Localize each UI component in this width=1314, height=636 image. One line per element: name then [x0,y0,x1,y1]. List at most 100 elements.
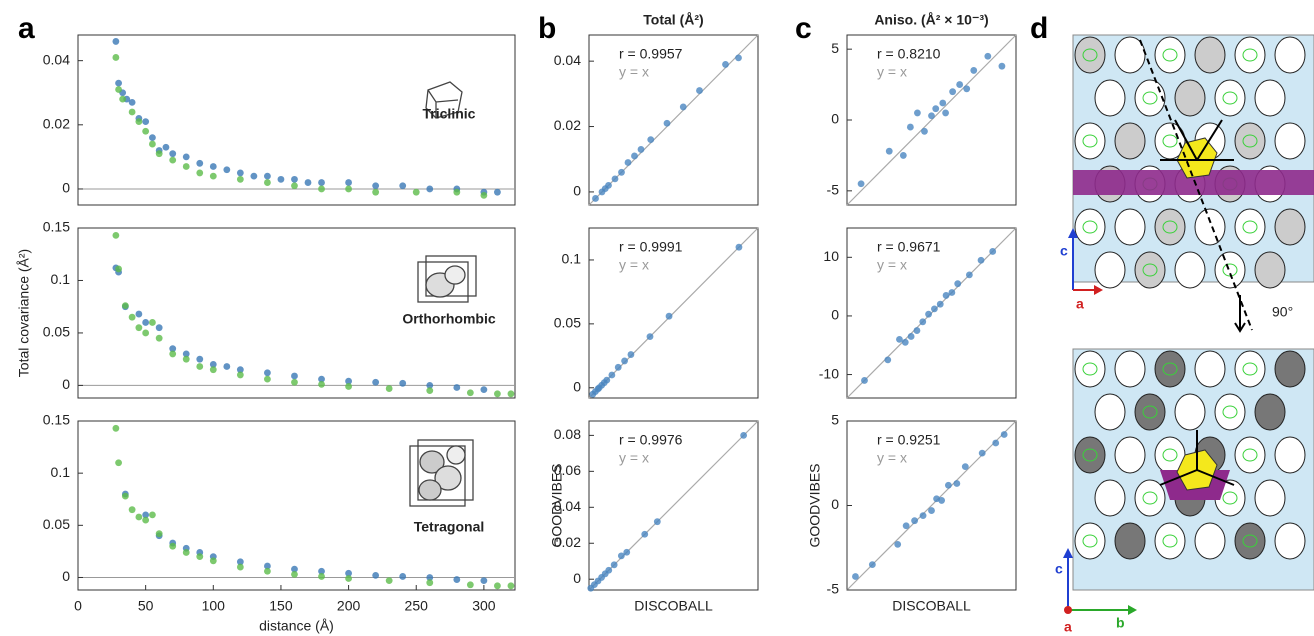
panel-letter: b [538,12,556,45]
point [637,146,645,153]
point [169,542,177,550]
y-tick-label: 0 [831,111,839,127]
axis-label: c [1055,561,1063,577]
point [954,280,962,288]
molecule [1274,436,1306,474]
point [494,390,501,398]
annotation: y = x [877,64,907,80]
point [614,363,622,371]
point [961,463,969,471]
point [264,369,271,377]
point [399,182,407,190]
y-tick-label: -10 [819,365,839,381]
point [209,163,217,170]
point [735,243,743,251]
chart-title: Total (Å²) [643,12,703,28]
x-tick-label: 150 [269,598,293,614]
point [372,378,380,386]
point [149,140,156,148]
molecule [1254,479,1286,517]
point [722,61,729,68]
point [115,459,122,467]
lattice-diagram [1063,34,1314,615]
molecule [1214,393,1246,431]
molecule [1074,350,1106,388]
molecule [1274,122,1306,160]
point [603,376,611,384]
annotation: y = x [877,450,907,466]
ellipsoid [1082,362,1098,376]
point [112,38,120,45]
point [948,289,956,296]
molecule [1134,479,1166,517]
point [372,188,380,196]
point [647,136,655,144]
point [663,119,671,127]
point [735,54,742,62]
point [196,363,204,370]
ellipsoid [1222,91,1238,105]
point [608,371,616,379]
molecule [1114,122,1146,160]
molecule [1134,79,1166,117]
point [142,319,150,326]
molecule [1234,436,1266,474]
point [115,265,122,273]
point [135,310,143,318]
point [852,573,859,580]
point [182,350,190,358]
ellipsoid [1222,491,1238,505]
point [264,567,271,575]
ellipsoid [1142,405,1158,419]
molecule [1274,36,1306,74]
point [135,324,143,332]
ellipsoid [1162,534,1178,548]
ellipsoid [1222,263,1238,277]
point [466,581,474,589]
point [142,511,150,519]
y-tick-label: 0 [62,376,70,392]
point [169,150,177,158]
point [318,567,325,575]
point [453,188,461,196]
y-tick-label: 0.1 [51,271,71,287]
plot-frame [77,227,516,399]
point [209,172,217,180]
point [1000,431,1008,438]
molecule [1074,36,1106,74]
crystal-label: Tetragonal [414,519,485,535]
point [236,175,244,183]
point [624,159,632,166]
y-tick-label: 0.05 [554,315,581,331]
point [121,302,129,310]
point [426,574,434,581]
point [236,558,244,566]
point [149,319,156,326]
point [507,582,515,590]
annotation: r = 0.9671 [877,239,941,255]
point [291,175,298,183]
point [128,313,136,321]
point [998,62,1006,70]
y-tick-label: 0.15 [43,219,70,235]
y-tick-label: 0.08 [554,426,581,442]
point [466,389,474,397]
molecule [1154,36,1186,74]
y-axis-label: GOODVIBES [549,463,565,547]
point [128,108,136,116]
annotation: r = 0.9251 [877,432,941,448]
point [318,573,325,580]
point [928,112,935,120]
point [182,153,190,161]
point [318,179,325,186]
point [112,424,120,432]
axis-label: b [1116,615,1125,631]
point [984,52,992,60]
molecule [1234,350,1266,388]
point [977,256,985,264]
point [653,518,661,526]
point [989,248,997,255]
annotation: r = 0.8210 [877,46,941,62]
point [605,566,613,574]
